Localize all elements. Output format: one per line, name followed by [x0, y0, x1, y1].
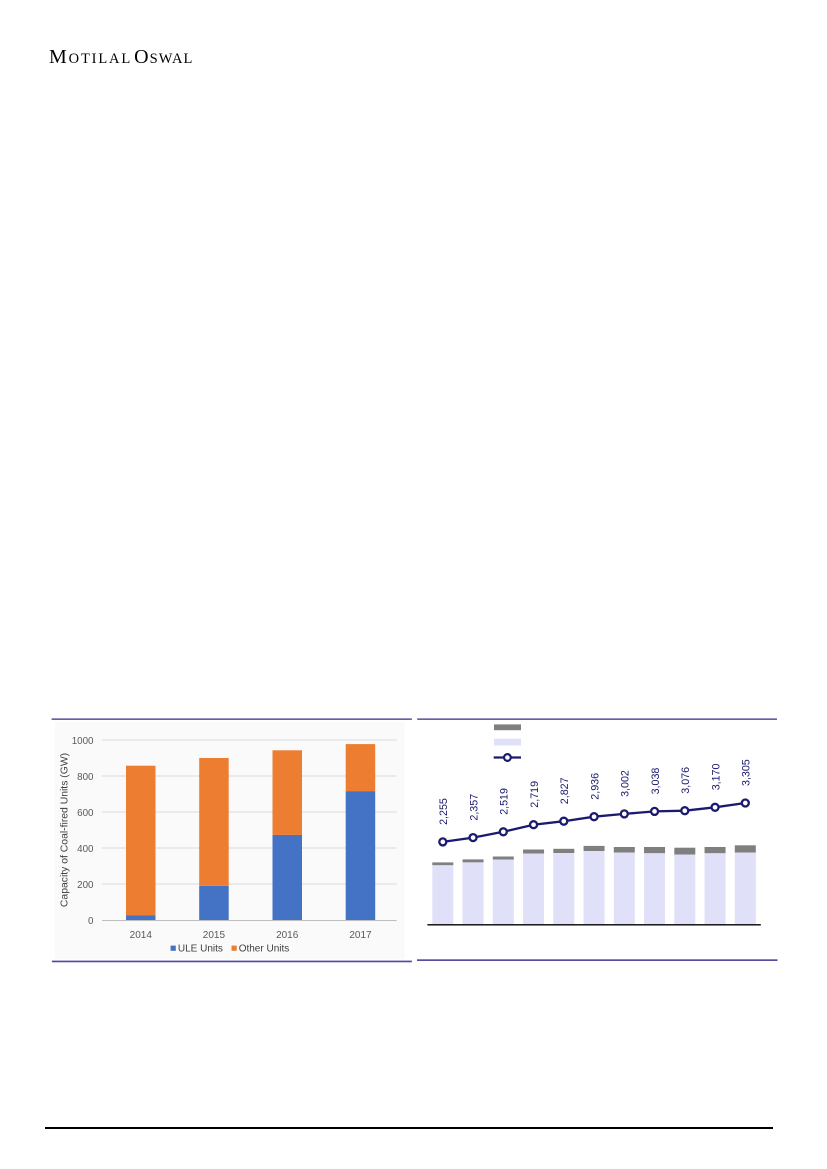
svg-text:Other Units: Other Units: [239, 943, 290, 954]
svg-text:2015: 2015: [203, 930, 226, 941]
svg-text:0: 0: [88, 916, 94, 927]
svg-text:Capacity of Coal-fired Units (: Capacity of Coal-fired Units (GW): [60, 753, 71, 907]
svg-text:200: 200: [77, 880, 94, 891]
svg-text:ULE Units: ULE Units: [178, 943, 223, 954]
svg-text:3,038: 3,038: [650, 768, 662, 795]
svg-text:600: 600: [77, 808, 94, 819]
svg-text:400: 400: [77, 844, 94, 855]
svg-text:1000: 1000: [72, 736, 94, 747]
svg-text:800: 800: [77, 772, 94, 783]
svg-text:2,519: 2,519: [499, 788, 511, 815]
svg-text:3,170: 3,170: [710, 763, 722, 790]
svg-text:2,719: 2,719: [529, 781, 541, 808]
svg-text:2016: 2016: [276, 930, 299, 941]
svg-text:3,305: 3,305: [741, 759, 753, 786]
svg-text:2017: 2017: [349, 930, 372, 941]
svg-text:3,002: 3,002: [620, 770, 632, 797]
svg-text:2014: 2014: [130, 930, 153, 941]
svg-text:2,357: 2,357: [468, 794, 480, 821]
svg-text:2,255: 2,255: [438, 798, 450, 825]
svg-text:2,827: 2,827: [559, 777, 571, 804]
svg-text:2,936: 2,936: [589, 773, 601, 800]
svg-text:3,076: 3,076: [680, 767, 692, 794]
